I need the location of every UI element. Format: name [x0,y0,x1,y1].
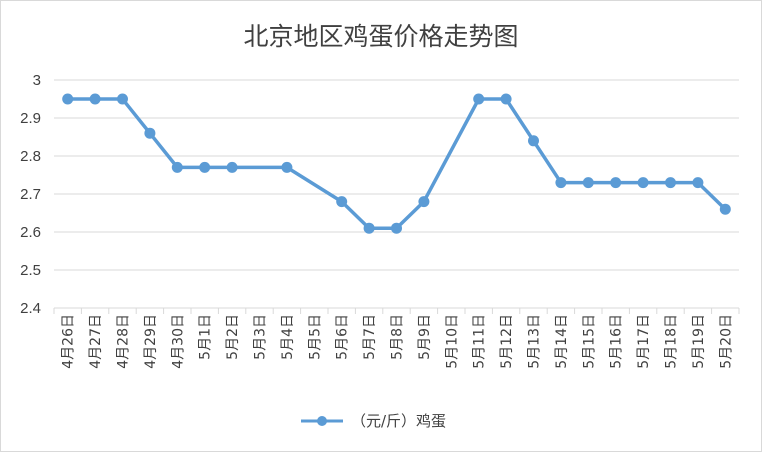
data-point [610,177,622,189]
data-point [391,222,402,234]
data-point [144,127,156,139]
x-tick-label: 5月2日 [225,314,241,360]
x-tick-label: 5月17日 [636,314,652,369]
x-tick-label: 4月29日 [143,314,159,369]
legend: （元/斤）鸡蛋 [301,412,446,430]
legend-label: （元/斤）鸡蛋 [351,412,446,430]
data-point [117,93,128,105]
data-point [500,93,512,105]
x-tick-label: 4月28日 [116,314,132,369]
data-point [665,177,676,189]
y-tick-label: 2.4 [20,300,41,317]
chart-title: 北京地区鸡蛋价格走势图 [243,22,518,51]
x-tick-label: 5月5日 [307,314,323,360]
data-point [473,93,485,105]
x-tick-label: 5月6日 [335,314,351,360]
y-tick-label: 2.6 [20,224,41,241]
x-tick-label: 5月10日 [444,314,460,369]
data-point [719,203,731,215]
data-point [555,177,567,189]
legend-marker-swatch [317,416,327,426]
y-tick-label: 3 [33,72,41,89]
data-point [199,161,211,173]
x-tick-label: 5月9日 [417,314,433,360]
y-tick-label: 2.5 [20,262,41,279]
y-tick-label: 2.7 [20,186,41,203]
data-point [418,196,430,208]
data-point [692,177,704,189]
x-tick-label: 5月7日 [362,314,378,360]
x-tick-label: 5月4日 [280,314,296,360]
x-tick-label: 4月26日 [61,314,77,369]
data-point [336,196,348,208]
x-tick-label: 5月8日 [390,314,406,360]
x-axis-ticks: 4月26日 4月27日 4月28日 4月29日 4月30日 5月1日 5月2日 5月3日 5月4… [61,314,735,369]
data-point [62,93,74,105]
data-point [528,135,539,147]
x-tick-label: 5月12日 [499,314,515,369]
y-axis-ticks: 2.4 2.5 2.6 2.7 2.8 2.9 3 [20,72,41,317]
data-point [226,161,238,173]
data-point [171,161,183,173]
series-line [65,97,728,230]
x-tick-label: 5月11日 [472,314,488,369]
y-tick-label: 2.8 [20,148,41,165]
x-tick-label: 5月1日 [198,314,214,360]
x-tick-label: 5月15日 [581,314,597,369]
x-tick-label: 5月13日 [527,314,543,369]
gridlines [53,79,740,314]
series-layer [62,93,731,234]
y-tick-label: 2.9 [20,110,41,127]
x-tick-label: 5月16日 [609,314,625,369]
data-point [89,93,101,105]
data-point [582,177,594,189]
x-tick-label: 5月14日 [554,314,570,369]
x-tick-label: 4月27日 [88,314,104,369]
x-tick-label: 5月20日 [718,314,734,369]
data-point [281,161,293,173]
x-tick-label: 4月30日 [170,314,186,369]
x-tick-label: 5月18日 [664,314,680,369]
x-tick-label: 5月3日 [253,314,269,360]
x-tick-label: 5月19日 [691,314,707,369]
data-point [637,177,649,189]
data-point [363,222,375,234]
